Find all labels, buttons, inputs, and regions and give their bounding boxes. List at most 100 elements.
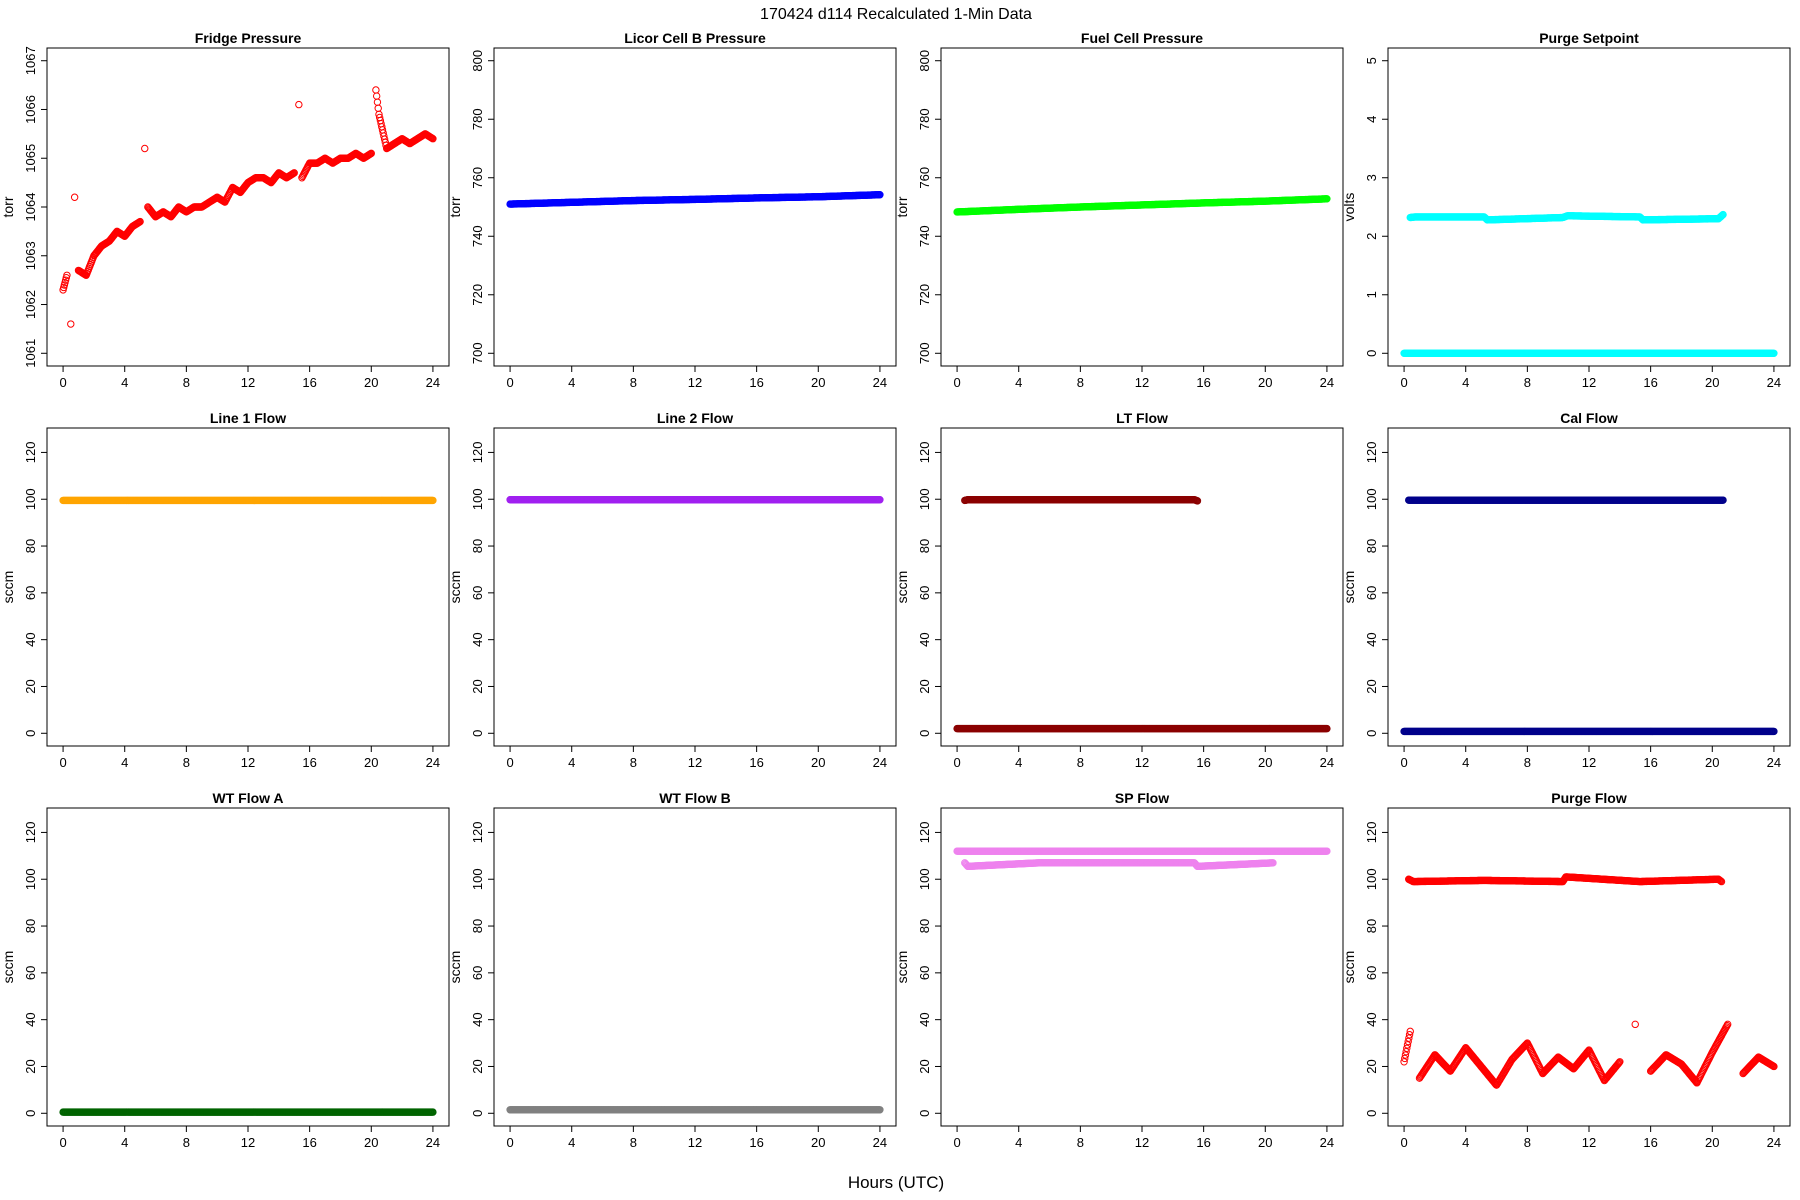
fridge-pressure-xtick-label: 24 (426, 375, 440, 390)
lt-flow-xtick-label: 4 (1015, 755, 1022, 770)
cal-flow-xtick-label: 24 (1767, 755, 1781, 770)
purge-setpoint-ytick-label: 0 (1364, 350, 1379, 357)
fridge-pressure-ylabel: torr (0, 196, 16, 217)
cal-flow-title: Cal Flow (1560, 410, 1618, 426)
fuel-cell-pressure-xtick-label: 0 (953, 375, 960, 390)
line-2-flow-xtick-label: 16 (749, 755, 763, 770)
line-2-flow-ytick-label: 20 (470, 679, 485, 693)
purge-setpoint-ytick-label: 5 (1364, 57, 1379, 64)
line-1-flow-series (59, 496, 437, 505)
licor-cell-b-pressure-xtick-label: 16 (749, 375, 763, 390)
fuel-cell-pressure-ytick-label: 720 (917, 284, 932, 306)
lt-flow-title: LT Flow (1116, 410, 1168, 426)
fridge-pressure-ytick-label: 1067 (23, 46, 38, 75)
fridge-pressure-ytick-label: 1065 (23, 144, 38, 173)
line-2-flow-xtick-label: 0 (506, 755, 513, 770)
cal-flow-ytick-label: 60 (1364, 586, 1379, 600)
line-2-flow-ytick-label: 0 (470, 730, 485, 737)
purge-setpoint-xtick-label: 12 (1582, 375, 1596, 390)
fridge-pressure-point (141, 144, 149, 153)
purge-setpoint-title: Purge Setpoint (1539, 30, 1639, 46)
lt-flow-ytick-label: 40 (917, 632, 932, 646)
cal-flow-xtick-label: 12 (1582, 755, 1596, 770)
line-2-flow-xtick-label: 12 (688, 755, 702, 770)
cal-flow-ylabel: sccm (1341, 571, 1357, 604)
cal-flow-frame (1387, 427, 1791, 747)
fridge-pressure-point (366, 150, 375, 158)
purge-setpoint-xtick-label: 8 (1524, 375, 1531, 390)
line-2-flow-xtick-label: 4 (568, 755, 575, 770)
line-1-flow-ytick-label: 40 (23, 632, 38, 646)
lt-flow-xtick-label: 0 (953, 755, 960, 770)
cal-flow-xtick-label: 0 (1400, 755, 1407, 770)
fridge-pressure-xtick-label: 0 (59, 375, 66, 390)
purge-setpoint-xtick-label: 20 (1705, 375, 1719, 390)
x-axis-label: Hours (UTC) (848, 1173, 944, 1192)
licor-cell-b-pressure-ytick-label: 720 (470, 284, 485, 306)
fuel-cell-pressure-xtick-label: 16 (1196, 375, 1210, 390)
fridge-pressure-point (70, 193, 79, 201)
lt-flow-ytick-label: 20 (917, 679, 932, 693)
line-2-flow-series (506, 496, 884, 504)
licor-cell-b-pressure-xtick-label: 24 (873, 375, 887, 390)
purge-setpoint-frame (1387, 47, 1791, 367)
licor-cell-b-pressure-ytick-label: 800 (470, 50, 485, 72)
fuel-cell-pressure-series (953, 195, 1331, 216)
purge-setpoint-xtick-label: 16 (1643, 375, 1657, 390)
purge-setpoint-xtick-label: 24 (1767, 375, 1781, 390)
fridge-pressure-ytick-label: 1062 (23, 290, 38, 319)
line-1-flow-xtick-label: 16 (302, 755, 316, 770)
fridge-pressure-xtick-label: 20 (364, 375, 378, 390)
licor-cell-b-pressure-xtick-label: 8 (630, 375, 637, 390)
line-1-flow-ylabel: sccm (0, 571, 16, 604)
line-2-flow-title: Line 2 Flow (657, 410, 733, 426)
line-2-flow-ytick-label: 60 (470, 586, 485, 600)
fridge-pressure-ytick-label: 1064 (23, 193, 38, 222)
fridge-pressure-point (67, 320, 75, 328)
line-1-flow-ytick-label: 20 (23, 679, 38, 693)
cal-flow-ytick-label: 20 (1364, 679, 1379, 693)
fridge-pressure-point (372, 92, 381, 100)
fridge-pressure-point (289, 169, 298, 178)
cal-flow-xtick-label: 20 (1705, 755, 1719, 770)
line-1-flow-ytick-label: 0 (23, 730, 38, 737)
purge-setpoint-ytick-label: 2 (1364, 233, 1379, 240)
lt-flow-xtick-label: 20 (1258, 755, 1272, 770)
cal-flow-ytick-label: 0 (1364, 730, 1379, 737)
cal-flow-ytick-label: 40 (1364, 632, 1379, 646)
fridge-pressure-point (428, 134, 436, 142)
fuel-cell-pressure-ytick-label: 700 (917, 342, 932, 364)
cal-flow-ytick-label: 120 (1364, 442, 1379, 464)
fridge-pressure-ytick-label: 1061 (23, 339, 38, 368)
fridge-pressure-point (374, 104, 382, 112)
licor-cell-b-pressure-ytick-label: 780 (470, 108, 485, 130)
fridge-pressure-xtick-label: 4 (121, 375, 128, 390)
licor-cell-b-pressure-ylabel: torr (447, 196, 463, 217)
purge-setpoint-ytick-label: 4 (1364, 116, 1379, 123)
fridge-pressure-point (62, 274, 70, 282)
line-2-flow-xtick-label: 24 (873, 755, 887, 770)
lt-flow-xtick-label: 24 (1320, 755, 1334, 770)
cal-flow-xtick-label: 16 (1643, 755, 1657, 770)
line-1-flow-xtick-label: 12 (241, 755, 255, 770)
fuel-cell-pressure-ytick-label: 740 (917, 225, 932, 247)
lt-flow-ytick-label: 120 (917, 442, 932, 464)
fridge-pressure-point (135, 218, 144, 226)
line-1-flow-ytick-label: 120 (23, 442, 38, 464)
cal-flow-ytick-label: 100 (1364, 488, 1379, 510)
cal-flow-ytick-label: 80 (1364, 539, 1379, 553)
line-1-flow-ytick-label: 100 (23, 488, 38, 510)
fuel-cell-pressure-xtick-label: 20 (1258, 375, 1272, 390)
fridge-pressure-point (373, 98, 382, 106)
line-1-flow-xtick-label: 20 (364, 755, 378, 770)
licor-cell-b-pressure-frame (493, 47, 897, 367)
licor-cell-b-pressure-ytick-label: 740 (470, 225, 485, 247)
line-1-flow-xtick-label: 0 (59, 755, 66, 770)
